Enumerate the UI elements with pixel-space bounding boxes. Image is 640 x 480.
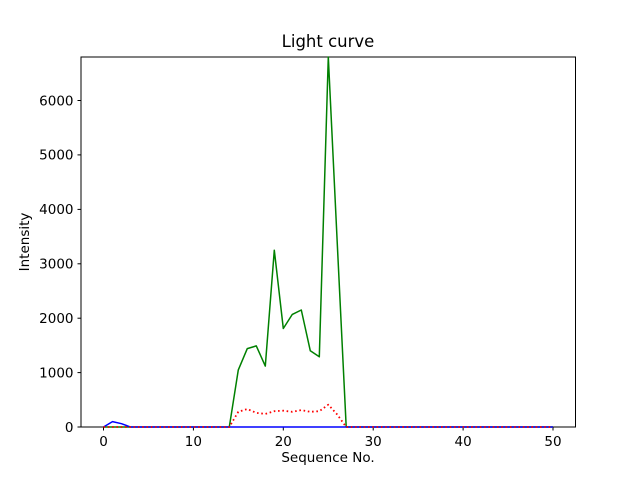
y-tick-label: 1000 — [39, 365, 73, 381]
x-axis-label: Sequence No. — [281, 450, 374, 466]
x-tick-label: 40 — [455, 434, 472, 450]
x-tick-label: 0 — [99, 434, 108, 450]
red-series-line — [103, 403, 553, 428]
y-tick-label: 3000 — [39, 257, 73, 273]
series-layer — [103, 56, 553, 428]
axes-layer: 0 10 20 30 40 50 0 1000 2000 3000 4000 5000 6000 — [39, 56, 576, 450]
blue-series-line — [103, 420, 553, 428]
x-tick-label: 30 — [365, 434, 382, 450]
x-tick-label: 50 — [544, 434, 561, 450]
chart-title: Light curve — [282, 32, 375, 51]
y-tick-label: 0 — [65, 420, 74, 436]
green-series-line — [103, 56, 553, 428]
y-tick-label: 5000 — [39, 148, 73, 164]
x-tick-label: 20 — [275, 434, 292, 450]
y-tick-label: 4000 — [39, 202, 73, 218]
y-axis-label: Intensity — [17, 213, 33, 272]
plot-border — [80, 56, 576, 428]
y-tick-label: 2000 — [39, 311, 73, 327]
y-tick-label: 6000 — [39, 93, 73, 109]
x-tick-label: 10 — [185, 434, 202, 450]
